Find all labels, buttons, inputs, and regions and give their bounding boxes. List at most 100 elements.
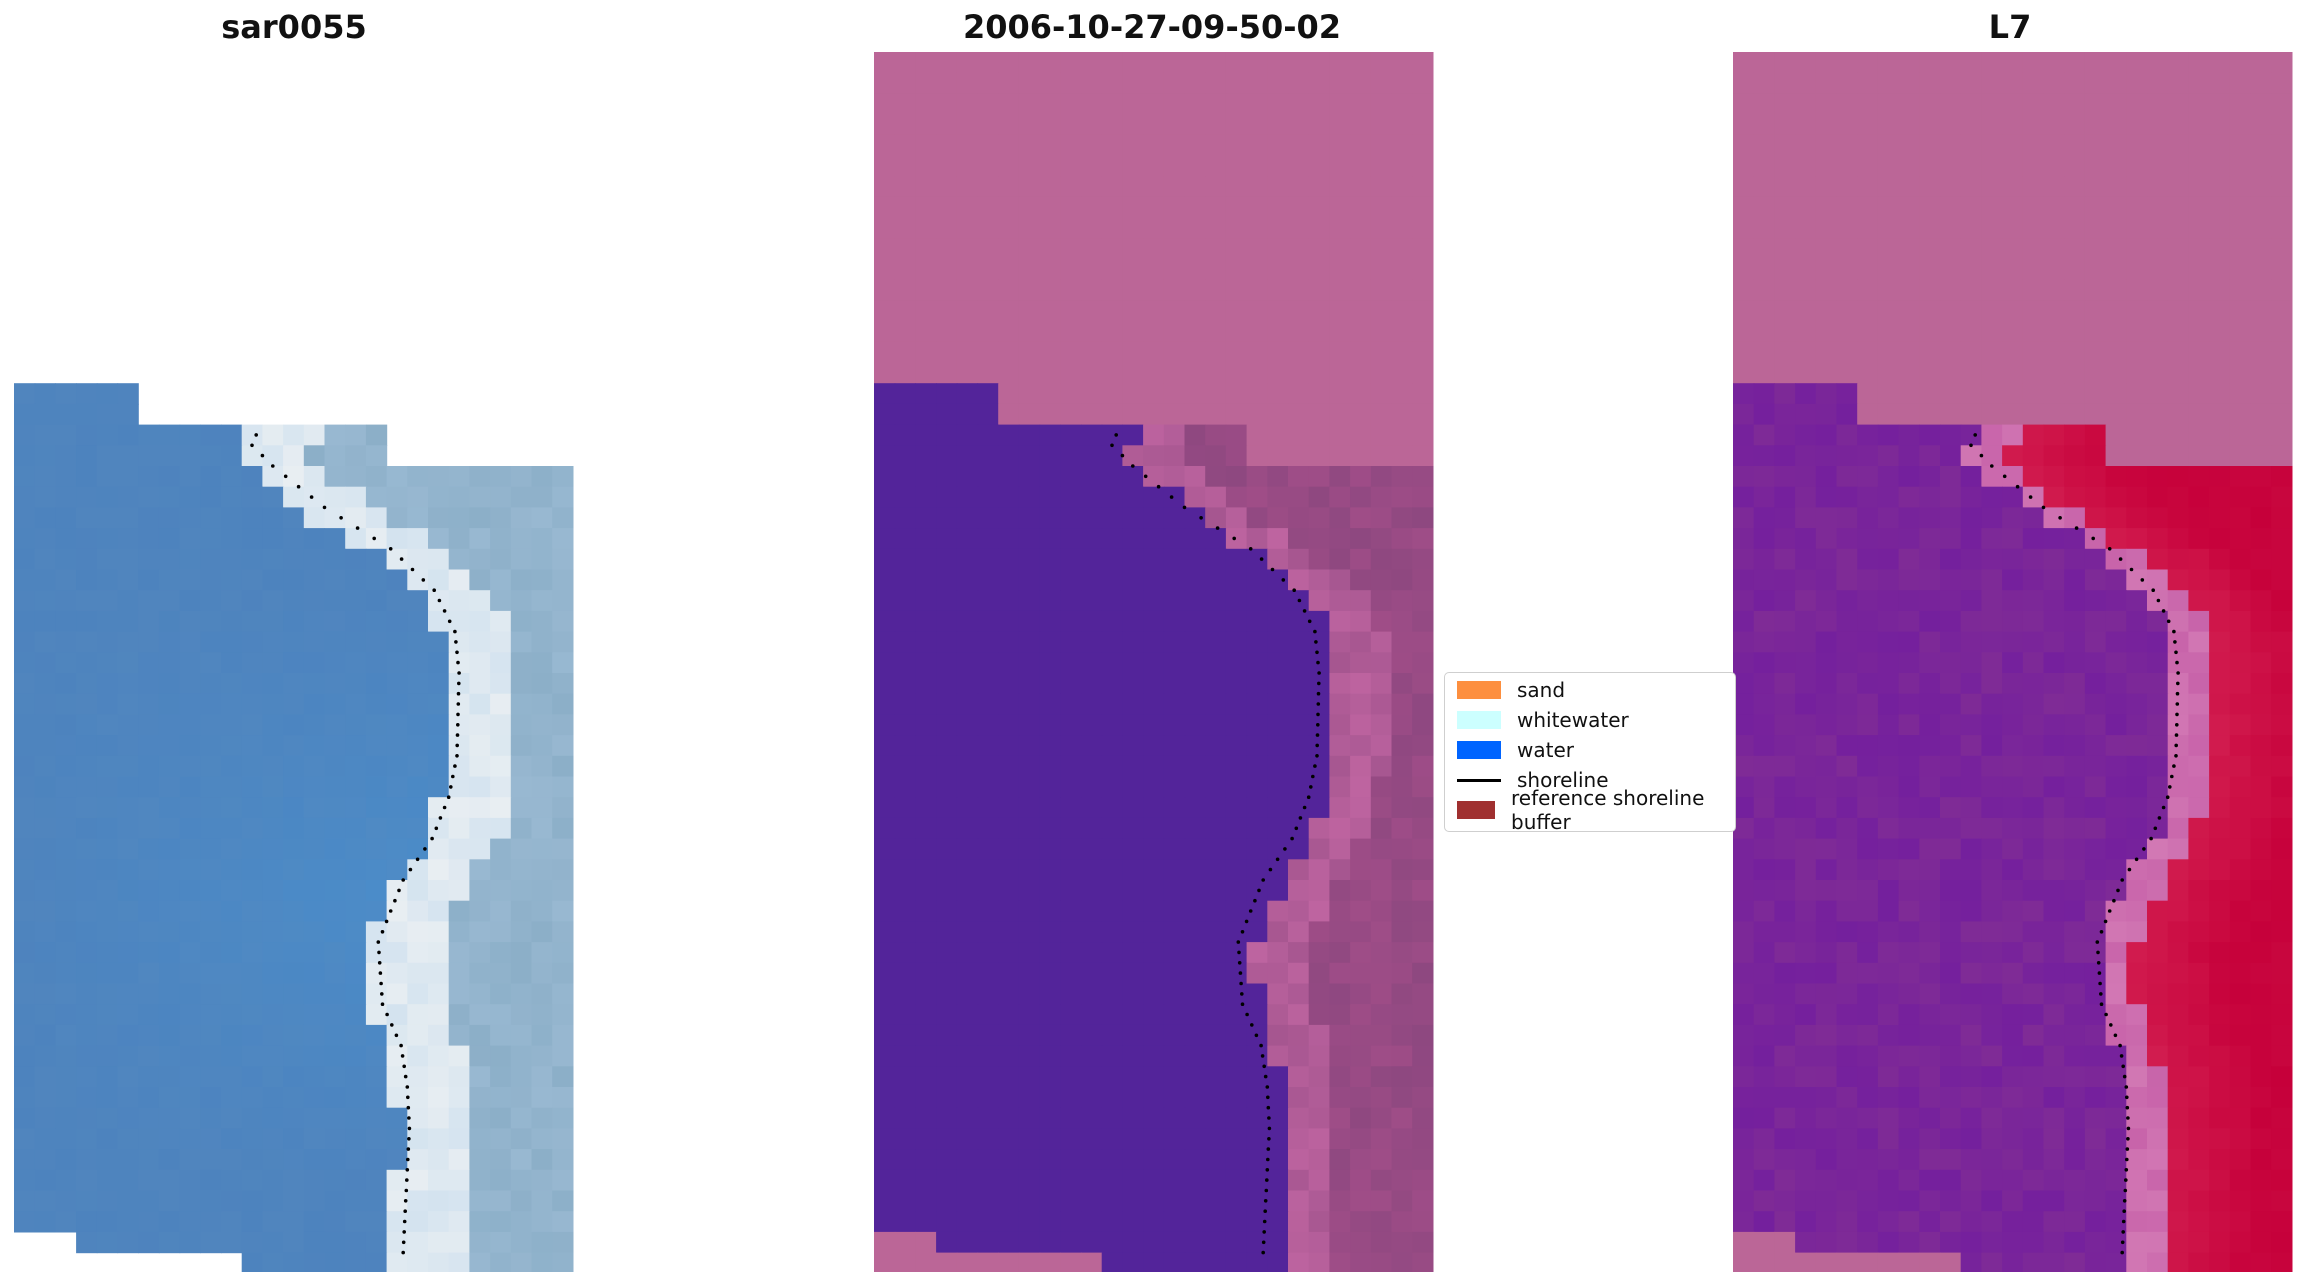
class-pixel (1205, 403, 1227, 426)
index-pixel (2229, 548, 2252, 571)
rgb-pixel (14, 942, 36, 964)
rgb-pixel (117, 528, 139, 550)
rgb-pixel (324, 1149, 346, 1171)
index-pixel (1733, 693, 1755, 715)
rgb-pixel (303, 569, 326, 591)
class-pixel (1081, 1128, 1103, 1150)
rgb-pixel (283, 569, 305, 591)
index-pixel (2167, 880, 2189, 902)
rgb-pixel (428, 1211, 450, 1233)
index-pixel (2084, 528, 2107, 550)
index-pixel (2043, 424, 2065, 446)
index-shoreline-point (2156, 598, 2161, 603)
class-pixel (1412, 610, 1434, 633)
class-pixel (1350, 817, 1372, 840)
rgb-pixel (324, 548, 346, 571)
class-pixel (874, 1231, 896, 1254)
index-pixel (1857, 693, 1879, 715)
rgb-shoreline-point (405, 1168, 410, 1172)
rgb-pixel (96, 673, 119, 695)
class-pixel (1122, 610, 1144, 633)
rgb-pixel (138, 1211, 160, 1233)
index-pixel (2147, 114, 2169, 136)
index-pixel (1733, 569, 1755, 591)
rgb-pixel (55, 1149, 77, 1171)
index-pixel (1919, 403, 1941, 426)
index-pixel (2064, 114, 2086, 136)
class-pixel (1308, 1024, 1330, 1047)
class-pixel (1060, 817, 1082, 840)
rgb-pixel (241, 466, 263, 488)
class-pixel (1350, 424, 1372, 446)
class-pixel (956, 673, 979, 695)
class-pixel (915, 631, 937, 653)
rgb-pixel (448, 817, 470, 840)
rgb-pixel (428, 755, 450, 778)
class-pixel (1225, 217, 1248, 239)
rgb-pixel (241, 776, 263, 798)
index-pixel (1733, 383, 1755, 405)
index-pixel (2147, 445, 2169, 467)
class-pixel (1267, 1169, 1289, 1192)
class-pixel (1143, 776, 1165, 798)
index-pixel (1940, 880, 1962, 902)
index-pixel (2043, 735, 2065, 757)
class-pixel (1412, 776, 1434, 798)
index-pixel (2043, 155, 2065, 177)
rgb-pixel (55, 631, 77, 653)
rgb-pixel (428, 1066, 450, 1088)
index-pixel (2002, 52, 2024, 74)
index-pixel (1940, 114, 1962, 136)
index-pixel (2002, 1107, 2024, 1129)
class-pixel (1143, 72, 1165, 94)
class-pixel (915, 362, 937, 384)
rgb-pixel (407, 652, 429, 674)
rgb-pixel (117, 1066, 139, 1088)
class-pixel (1101, 528, 1123, 550)
rgb-pixel (324, 1107, 346, 1129)
rgb-pixel (303, 466, 326, 488)
index-pixel (2167, 507, 2189, 529)
rgb-pixel (303, 921, 326, 943)
class-pixel (998, 362, 1020, 384)
index-pixel (1919, 693, 1941, 715)
class-pixel (1163, 880, 1186, 902)
class-pixel (1018, 1211, 1041, 1233)
class-pixel (1329, 134, 1351, 157)
rgb-pixel (200, 817, 222, 840)
index-pixel (1815, 1149, 1838, 1171)
index-pixel (2064, 176, 2086, 198)
class-pixel (1329, 776, 1351, 798)
index-shoreline-point (2097, 971, 2102, 975)
rgb-pixel (14, 900, 36, 922)
class-pixel (1060, 1252, 1082, 1272)
legend-label-whitewater: whitewater (1517, 708, 1629, 732)
index-pixel (1981, 403, 2003, 426)
classified-shoreline-point (1266, 1095, 1270, 1100)
index-pixel (1940, 259, 1962, 281)
class-pixel (1350, 383, 1372, 405)
classified-shoreline-point (1306, 795, 1311, 799)
class-pixel (915, 403, 937, 426)
index-pixel (1774, 590, 1796, 612)
class-pixel (1039, 134, 1061, 157)
class-pixel (977, 445, 999, 467)
index-pixel (2229, 838, 2252, 860)
class-pixel (956, 217, 979, 239)
class-pixel (1205, 797, 1227, 819)
classified-shoreline-point (1240, 1002, 1245, 1006)
index-pixel (2064, 466, 2086, 488)
class-pixel (998, 424, 1020, 446)
class-pixel (1350, 362, 1372, 384)
class-pixel (1081, 445, 1103, 467)
rgb-pixel (34, 569, 56, 591)
class-pixel (1391, 921, 1413, 943)
class-pixel (874, 817, 896, 840)
rgb-pixel (469, 1252, 491, 1272)
class-pixel (977, 176, 999, 198)
class-pixel (1412, 652, 1434, 674)
index-pixel (1898, 1107, 1920, 1129)
index-pixel (1919, 300, 1941, 322)
class-pixel (998, 859, 1020, 881)
rgb-pixel (262, 1128, 284, 1150)
